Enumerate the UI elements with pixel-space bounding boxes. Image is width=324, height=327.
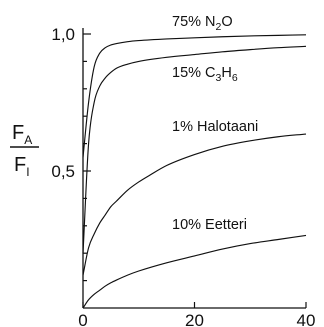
series-label-n2o: 75% N2O (172, 14, 233, 33)
x-tick-label-40: 40 (297, 311, 316, 327)
series-line-n2o (82, 34, 307, 158)
series-line-eetteri (82, 234, 307, 309)
series-line-c3h6 (82, 45, 307, 254)
axis-ticks: 0 20 40 0,5 1,0 (51, 25, 315, 327)
x-tick-label-20: 20 (185, 311, 204, 327)
y-tick-label-0: 0,5 (51, 162, 75, 181)
y-label-numerator: FA (12, 122, 32, 147)
series-label-halotaani: 1% Halotaani (172, 119, 258, 135)
y-tick-label-1: 1,0 (51, 25, 75, 44)
x-tick-label-0: 0 (78, 311, 87, 327)
series-label-eetteri: 10% Eetteri (172, 217, 247, 233)
y-label-denominator: FI (14, 154, 30, 179)
series-lines (82, 34, 307, 309)
series-label-c3h6: 15% C3H6 (172, 65, 238, 84)
series-labels: 75% N2O 15% C3H6 1% Halotaani 10% Eetter… (172, 14, 258, 233)
series-line-halotaani (82, 133, 307, 276)
y-axis-label: FA FI (10, 122, 39, 179)
